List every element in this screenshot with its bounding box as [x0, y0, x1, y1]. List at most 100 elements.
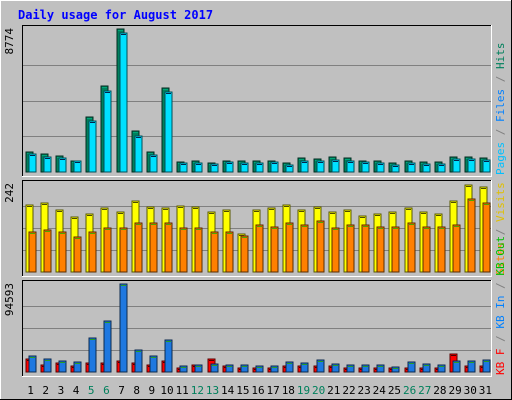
day-label-31: 31: [479, 384, 492, 397]
panel-sites: 242 Sites / Visits: [3, 180, 507, 277]
legend-item-sites: Sites: [494, 242, 507, 275]
day-label-4: 4: [73, 384, 80, 397]
bar-sites-sites-day-2: [43, 229, 52, 273]
bar-sites-sites-day-19: [300, 224, 309, 273]
bar-hits-files-day-16: [255, 162, 264, 173]
day-label-15: 15: [236, 384, 249, 397]
bar-sites-sites-day-30: [467, 198, 476, 273]
day-label-27: 27: [418, 384, 431, 397]
day-label-17: 17: [267, 384, 280, 397]
bar-hits-files-day-29: [452, 158, 461, 173]
legend-separator: /: [494, 329, 507, 349]
bar-hits-files-day-6: [103, 90, 112, 173]
day-label-26: 26: [403, 384, 416, 397]
day-label-19: 19: [297, 384, 310, 397]
legend-item-kb-in: KB In: [494, 296, 507, 329]
bar-kbytes-kb-in-day-30: [467, 360, 476, 373]
day-label-9: 9: [149, 384, 156, 397]
bar-hits-files-day-3: [58, 157, 67, 173]
bar-hits-files-day-23: [361, 161, 370, 173]
bar-kbytes-kb-in-day-17: [270, 365, 279, 373]
bar-kbytes-kb-in-day-20: [316, 359, 325, 373]
day-label-25: 25: [388, 384, 401, 397]
bar-sites-sites-day-29: [452, 224, 461, 273]
bar-sites-sites-day-18: [285, 222, 294, 273]
day-label-5: 5: [88, 384, 95, 397]
bar-sites-sites-day-24: [376, 226, 385, 273]
bar-hits-files-day-5: [88, 120, 97, 173]
bar-kbytes-kb-in-day-4: [73, 361, 82, 373]
bar-sites-sites-day-21: [331, 227, 340, 273]
legend-sites: Sites / Visits: [494, 182, 507, 275]
bar-sites-sites-day-14: [225, 231, 234, 273]
bar-hits-files-day-14: [225, 161, 234, 173]
bar-hits-files-day-10: [164, 91, 173, 173]
day-label-11: 11: [176, 384, 189, 397]
bar-sites-sites-day-28: [437, 226, 446, 273]
bar-sites-sites-day-8: [134, 222, 143, 273]
legend-kbytes: KB F / KB In / KB Out: [494, 236, 507, 375]
legend-separator: /: [494, 69, 507, 89]
bar-kbytes-kb-in-day-13: [210, 363, 219, 373]
bar-hits-files-day-2: [43, 156, 52, 173]
day-label-21: 21: [327, 384, 340, 397]
bar-kbytes-kb-in-day-31: [482, 359, 491, 373]
day-label-16: 16: [251, 384, 264, 397]
bar-sites-sites-day-26: [407, 222, 416, 273]
legend-item-kb-out: KB Out: [494, 236, 507, 276]
bar-kbytes-kb-in-day-1: [28, 355, 37, 373]
day-label-12: 12: [191, 384, 204, 397]
bar-hits-files-day-11: [179, 162, 188, 173]
bar-hits-files-day-30: [467, 158, 476, 173]
bar-sites-sites-day-7: [119, 227, 128, 273]
bar-kbytes-kb-in-day-19: [300, 362, 309, 373]
bar-kbytes-kb-in-day-12: [194, 364, 203, 373]
day-label-13: 13: [206, 384, 219, 397]
day-label-14: 14: [221, 384, 235, 397]
day-label-22: 22: [342, 384, 355, 397]
bar-kbytes-kb-in-day-25: [391, 366, 400, 373]
bar-sites-sites-day-25: [391, 226, 400, 273]
bar-hits-files-day-31: [482, 159, 491, 173]
bar-kbytes-kb-in-day-8: [134, 349, 143, 373]
bar-sites-sites-day-16: [255, 224, 264, 273]
bar-sites-sites-day-5: [88, 231, 97, 273]
bar-kbytes-kb-in-day-18: [285, 361, 294, 373]
bar-kbytes-kb-in-day-2: [43, 358, 52, 373]
bar-kbytes-kb-in-day-5: [88, 337, 97, 373]
bar-kbytes-kb-in-day-7: [119, 283, 128, 373]
bar-hits-files-day-15: [240, 162, 249, 173]
bar-kbytes-kb-in-day-26: [407, 361, 416, 373]
bar-hits-files-day-28: [437, 163, 446, 173]
bar-kbytes-kb-in-day-14: [225, 364, 234, 373]
bar-kbytes-kb-in-day-3: [58, 360, 67, 373]
x-axis-day-labels: 1 2 3 4 5 6 7 8 9 10 11 12 13 14 15 16 17 18 19 20 21 22 23 24 2…: [27, 384, 492, 397]
day-label-20: 20: [312, 384, 325, 397]
bar-hits-files-day-20: [316, 160, 325, 173]
day-label-29: 29: [448, 384, 461, 397]
legend-separator: /: [494, 222, 507, 242]
bar-sites-sites-day-4: [73, 236, 82, 273]
bar-kbytes-kb-in-day-16: [255, 365, 264, 373]
bar-kbytes-kb-in-day-22: [346, 364, 355, 373]
bar-hits-files-day-12: [194, 162, 203, 173]
legend-item-pages: Pages: [494, 142, 507, 175]
bar-kbytes-kb-in-day-29: [452, 360, 461, 373]
bar-sites-sites-day-15: [240, 235, 249, 273]
bar-kbytes-kb-in-day-9: [149, 355, 158, 373]
max-label-hits: 8774: [3, 28, 16, 55]
day-label-30: 30: [464, 384, 477, 397]
day-label-6: 6: [103, 384, 110, 397]
bar-hits-files-day-18: [285, 164, 294, 173]
bar-hits-files-day-1: [28, 153, 37, 173]
day-label-7: 7: [118, 384, 125, 397]
day-label-2: 2: [42, 384, 49, 397]
chart-panels: 8774 Pages / Files / Hits 242 Sites / Visit…: [3, 25, 507, 377]
day-label-10: 10: [160, 384, 173, 397]
bar-hits-files-day-19: [300, 160, 309, 173]
bar-kbytes-kb-in-day-11: [179, 365, 188, 373]
bar-sites-sites-day-12: [194, 227, 203, 273]
day-label-28: 28: [433, 384, 446, 397]
panel-hits: 8774 Pages / Files / Hits: [3, 25, 507, 177]
